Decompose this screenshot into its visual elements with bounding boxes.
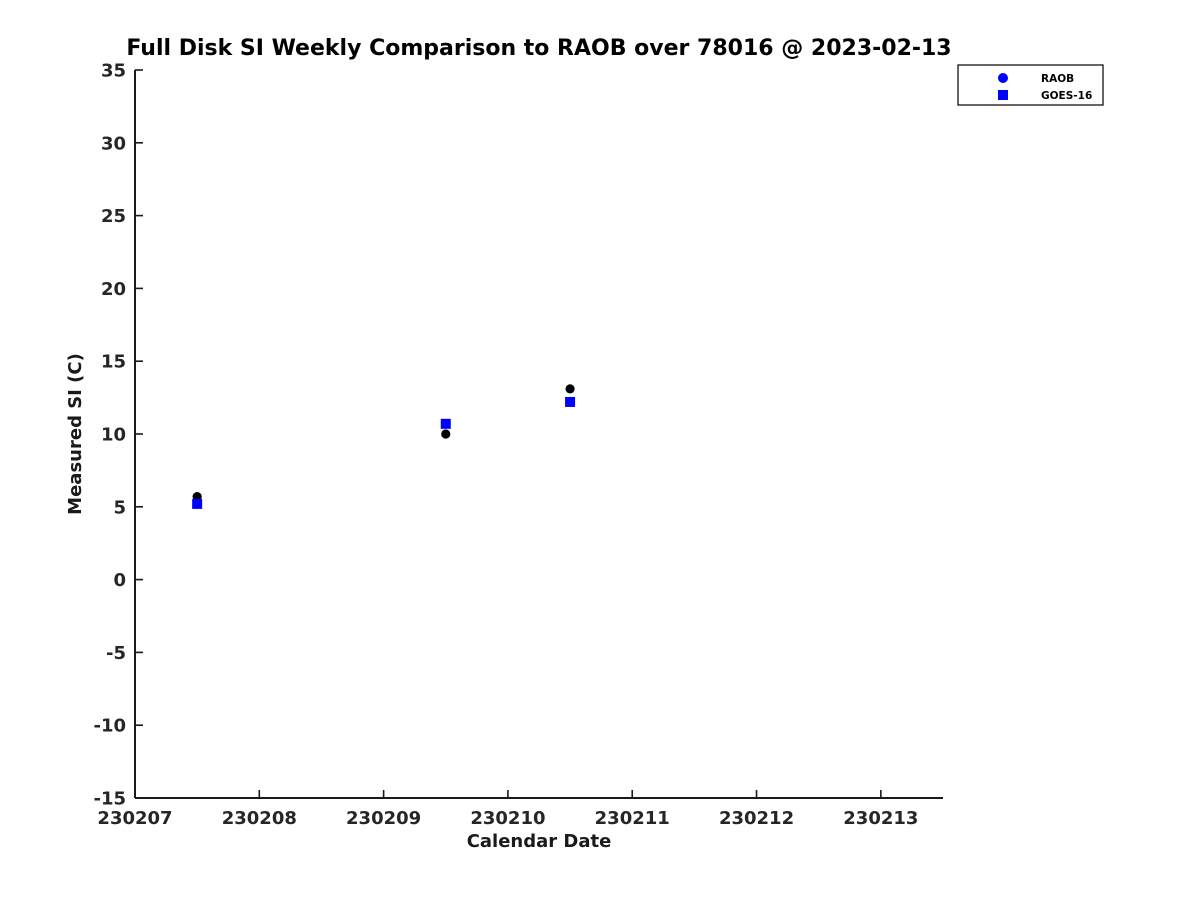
chart-title: Full Disk SI Weekly Comparison to RAOB o… <box>126 36 951 61</box>
raob-marker <box>565 384 575 394</box>
y-tick-label: 0 <box>113 570 126 591</box>
legend: RAOB GOES-16 <box>957 64 1104 106</box>
y-tick-label: 30 <box>101 133 126 154</box>
data-series <box>192 384 576 509</box>
series-goes-16 <box>192 396 576 509</box>
x-tick-label: 230211 <box>595 808 670 829</box>
raob-marker <box>441 429 451 439</box>
legend-label-goes-16: GOES-16 <box>1041 90 1092 102</box>
goes-16-marker <box>440 418 451 429</box>
x-tick-label: 230210 <box>470 808 545 829</box>
legend-raob-marker <box>998 73 1008 83</box>
x-tick-label: 230213 <box>843 808 918 829</box>
axes <box>134 70 943 799</box>
x-tick-label: 230212 <box>719 808 794 829</box>
x-tick-label: 230208 <box>222 808 297 829</box>
y-tick-label: -10 <box>93 716 126 737</box>
y-tick-label: 25 <box>101 206 126 227</box>
x-tick-label: 230207 <box>97 808 172 829</box>
y-tick-label: 5 <box>113 497 126 518</box>
legend-box <box>957 64 1104 106</box>
y-tick-label: 35 <box>101 61 126 82</box>
legend-label-raob: RAOB <box>1041 73 1074 85</box>
goes-16-marker <box>192 498 203 509</box>
x-axis-label: Calendar Date <box>467 831 612 852</box>
x-tick-label: 230209 <box>346 808 421 829</box>
y-tick-label: 10 <box>101 425 126 446</box>
y-tick-label: 20 <box>101 279 126 300</box>
series-raob <box>192 384 575 502</box>
axis-ticks <box>134 69 882 799</box>
axis-tick-labels: -15 -10 -5 0 5 10 15 20 25 30 35 230207 230208 230209… <box>93 61 918 830</box>
legend-goes-16-marker <box>998 90 1008 100</box>
y-tick-label: -5 <box>106 643 126 664</box>
y-tick-label: -15 <box>93 789 126 810</box>
goes-16-marker <box>565 396 576 407</box>
y-tick-label: 15 <box>101 352 126 373</box>
y-axis-label: Measured SI (C) <box>65 353 86 515</box>
